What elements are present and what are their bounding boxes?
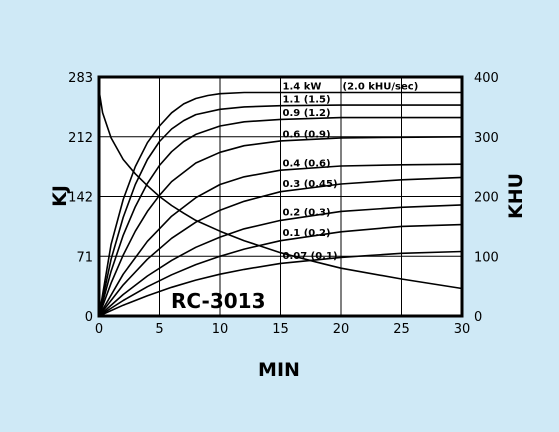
y-right-tick-label: 100: [474, 250, 499, 265]
heating-curve-1: [98, 104, 462, 317]
heating-curve-7: [98, 223, 463, 317]
model-label: RC-3013: [171, 289, 266, 313]
y-right-tick-label: 300: [474, 131, 499, 146]
x-tick-label: 15: [272, 322, 289, 337]
heating-curve-3: [98, 136, 463, 317]
x-tick-label: 25: [393, 322, 410, 337]
x-tick-label: 10: [212, 322, 229, 337]
curve-label: 1.4 kW: [283, 82, 322, 93]
curve-label: 0.6 (0.9): [283, 129, 331, 140]
curve-label: 0.1 (0.2): [283, 228, 331, 239]
curve-label-extra: (2.0 kHU/sec): [343, 82, 419, 93]
plot-frame: [97, 75, 464, 318]
y-left-tick-label: 142: [68, 191, 93, 206]
heating-curve-2: [98, 116, 462, 317]
y-right-tick-label: 0: [474, 310, 482, 325]
y-left-tick-label: 212: [68, 131, 93, 146]
x-tick-label: 5: [155, 322, 163, 337]
x-axis-title: MIN: [258, 359, 300, 381]
curve-label: 0.2 (0.3): [283, 208, 331, 219]
heating-curve-6: [98, 204, 463, 317]
x-tick-label: 20: [333, 322, 350, 337]
heating-curve-0: [98, 91, 462, 317]
curve-label: 0.4 (0.6): [283, 158, 331, 169]
x-tick-label: 30: [454, 322, 471, 337]
curves: [98, 89, 463, 317]
y-left-tick-label: 283: [68, 71, 93, 86]
curve-label: 0.3 (0.45): [283, 179, 338, 190]
curve-label: 1.1 (1.5): [283, 95, 331, 106]
curve-label: 0.9 (1.2): [283, 108, 331, 119]
plot-border: [97, 75, 464, 318]
curve-labels: 1.4 kW (2.0 kHU/sec) 1.1 (1.5) 0.9 (1.2) 0.6…: [283, 82, 419, 263]
heating-curve-5: [98, 176, 463, 317]
left-axis-title: KJ: [49, 185, 71, 207]
y-left-tick-label: 71: [76, 250, 93, 265]
y-right-tick-label: 400: [474, 71, 499, 86]
curve-label: 0.07 (0.1): [283, 251, 338, 262]
heating-curve-8: [98, 250, 463, 317]
right-axis-title: KHU: [505, 173, 527, 219]
y-right-tick-label: 200: [474, 191, 499, 206]
x-tick-label: 0: [95, 322, 103, 337]
cooling-curve: [98, 89, 463, 290]
heating-curve-4: [98, 163, 463, 317]
y-left-tick-label: 0: [85, 310, 93, 325]
